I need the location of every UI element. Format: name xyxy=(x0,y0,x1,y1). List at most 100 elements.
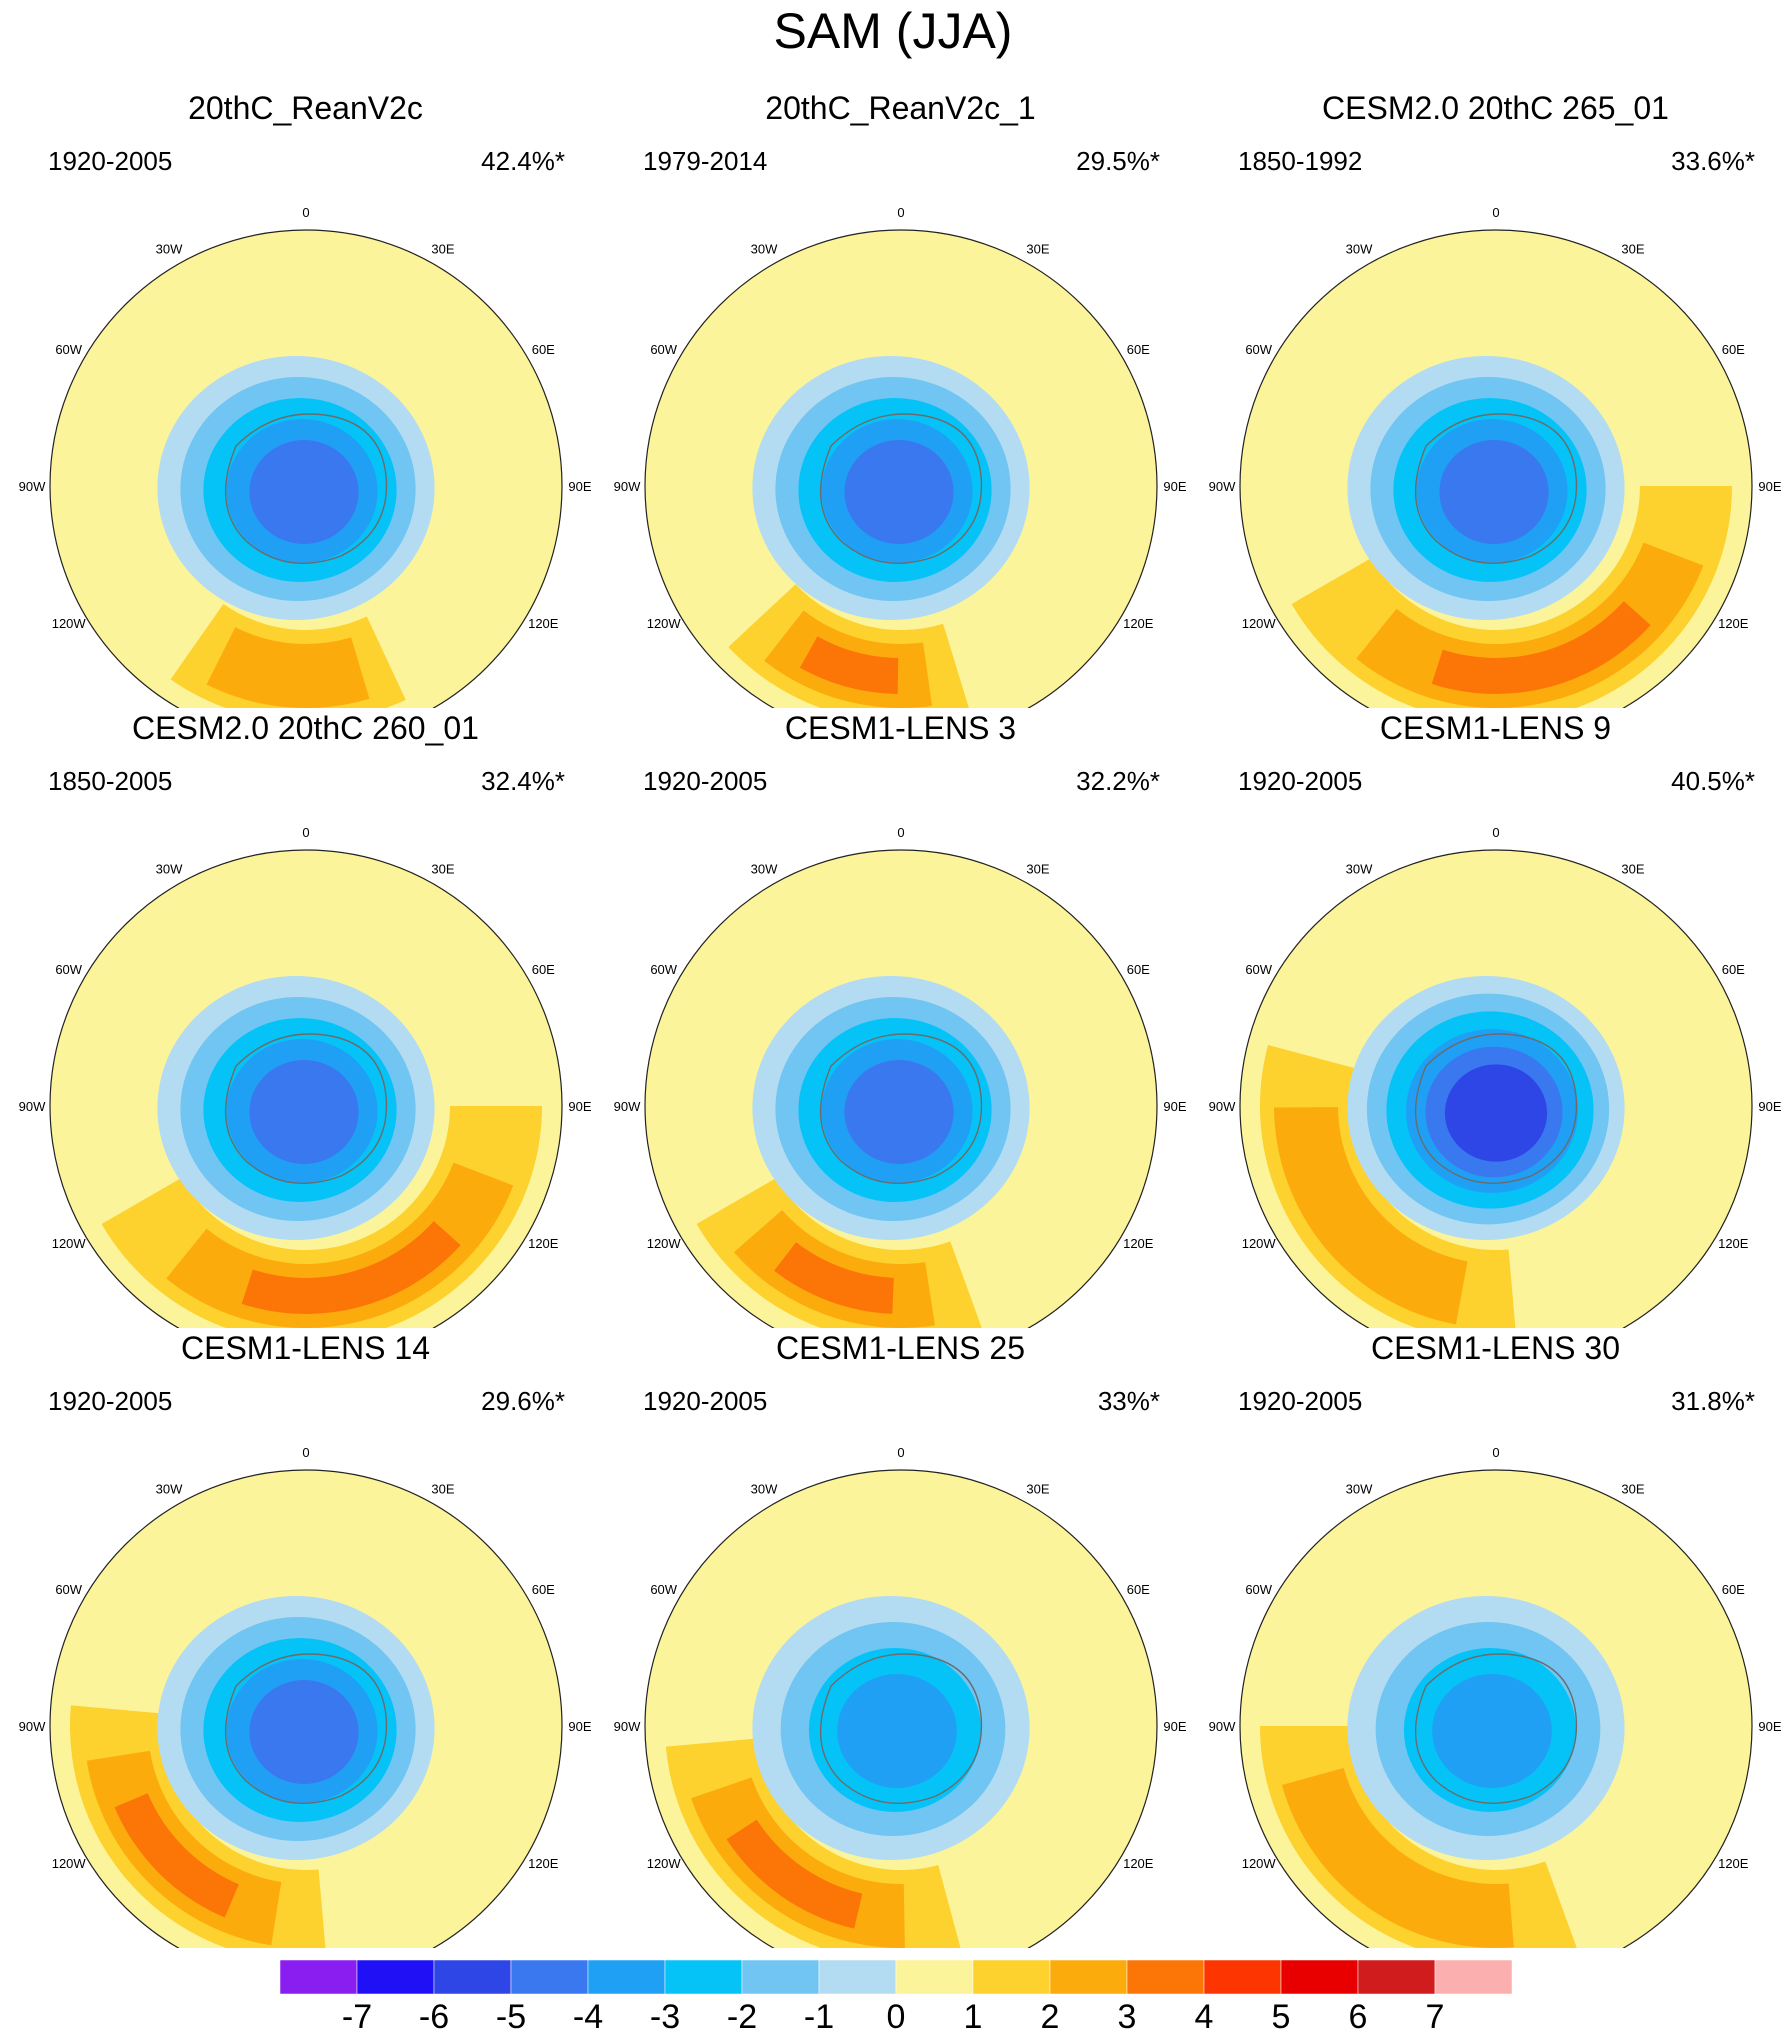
colorbar-tick-label: 4 xyxy=(1195,1998,1214,2036)
longitude-label: 60W xyxy=(650,342,677,357)
colorbar-box xyxy=(587,1959,666,1995)
map-panel: 030E60E90E120E150E180150W120W90W60W30WCE… xyxy=(8,708,603,1328)
longitude-label: 120W xyxy=(647,1856,682,1871)
panel-variance-explained: 32.4%* xyxy=(481,766,565,796)
panel-title: CESM1-LENS 9 xyxy=(1379,710,1612,746)
colorbar-tick-label: 0 xyxy=(887,1998,906,2036)
negative-anomaly-contour xyxy=(1439,440,1549,544)
map-boundary xyxy=(1239,1469,1753,1948)
polar-map: 030E60E90E120E150E180150W120W90W60W30W xyxy=(1209,825,1782,1328)
colorbar-box xyxy=(1434,1959,1513,1995)
longitude-label: 120E xyxy=(1123,616,1154,631)
longitude-label: 60W xyxy=(55,1582,82,1597)
map-boundary xyxy=(644,229,1158,708)
panel-variance-explained: 29.6%* xyxy=(481,1386,565,1416)
longitude-label: 120W xyxy=(647,616,682,631)
map-boundary xyxy=(644,849,1158,1328)
colorbar-box xyxy=(433,1959,512,1995)
longitude-label: 90W xyxy=(19,1099,46,1114)
colorbar-box xyxy=(972,1959,1051,1995)
longitude-label: 60W xyxy=(1245,1582,1272,1597)
longitude-label: 30E xyxy=(431,862,454,877)
antarctica-coastline xyxy=(1414,413,1578,564)
panel-title: 20thC_ReanV2c_1 xyxy=(765,90,1036,126)
colorbar-box xyxy=(510,1959,589,1995)
colorbar-tick-label: -2 xyxy=(727,1998,757,2036)
positive-anomaly-contour xyxy=(206,627,370,708)
longitude-label: 0 xyxy=(1492,825,1499,840)
longitude-label: 90E xyxy=(568,1099,591,1114)
longitude-label: 120W xyxy=(647,1236,682,1251)
longitude-label: 60W xyxy=(1245,962,1272,977)
panel-variance-explained: 40.5%* xyxy=(1671,766,1755,796)
panel-title: CESM2.0 20thC 260_01 xyxy=(132,710,479,746)
positive-anomaly-contour xyxy=(726,1819,863,1929)
panel-period: 1920-2005 xyxy=(48,1386,173,1416)
longitude-label: 30E xyxy=(431,242,454,257)
polar-map: 030E60E90E120E150E180150W120W90W60W30W xyxy=(614,1445,1187,1948)
polar-map: 030E60E90E120E150E180150W120W90W60W30W xyxy=(1209,205,1782,708)
longitude-label: 90E xyxy=(1758,479,1781,494)
longitude-label: 30W xyxy=(1346,862,1373,877)
antarctica-coastline xyxy=(819,413,983,564)
panel-title: CESM1-LENS 14 xyxy=(181,1330,430,1366)
map-boundary xyxy=(1239,849,1753,1328)
longitude-label: 60E xyxy=(532,962,555,977)
longitude-label: 120E xyxy=(1123,1856,1154,1871)
longitude-label: 30E xyxy=(1026,1482,1049,1497)
longitude-label: 90W xyxy=(614,1099,641,1114)
antarctica-coastline xyxy=(224,413,388,564)
colorbar-tick-label: 5 xyxy=(1272,1998,1291,2036)
panel-title: CESM1-LENS 3 xyxy=(784,710,1017,746)
negative-anomaly-contour xyxy=(249,440,359,544)
longitude-label: 30E xyxy=(1621,862,1644,877)
longitude-label: 30W xyxy=(751,1482,778,1497)
longitude-label: 90E xyxy=(568,479,591,494)
panel-period: 1920-2005 xyxy=(1238,766,1363,796)
colorbar-box xyxy=(1049,1959,1128,1995)
panel-title: CESM2.0 20thC 265_01 xyxy=(1322,90,1669,126)
longitude-label: 90E xyxy=(1758,1719,1781,1734)
longitude-label: 30E xyxy=(431,1482,454,1497)
antarctica-coastline xyxy=(819,1653,983,1804)
polar-map: 030E60E90E120E150E180150W120W90W60W30W xyxy=(1209,1445,1782,1948)
negative-anomaly-contour xyxy=(1432,1674,1552,1788)
longitude-label: 0 xyxy=(302,1445,309,1460)
longitude-label: 60E xyxy=(1127,342,1150,357)
longitude-label: 90E xyxy=(1163,1099,1186,1114)
longitude-label: 60E xyxy=(1127,962,1150,977)
longitude-label: 120W xyxy=(52,616,87,631)
longitude-label: 90W xyxy=(19,479,46,494)
longitude-label: 30E xyxy=(1026,242,1049,257)
panel-variance-explained: 33.6%* xyxy=(1671,146,1755,176)
longitude-label: 120E xyxy=(1718,616,1749,631)
colorbar-tick-label: 1 xyxy=(964,1998,983,2036)
colorbar-tick-label: -3 xyxy=(650,1998,680,2036)
longitude-label: 120W xyxy=(1242,1856,1277,1871)
longitude-label: 30E xyxy=(1026,862,1049,877)
longitude-label: 60E xyxy=(1722,962,1745,977)
antarctica-coastline xyxy=(819,1033,983,1184)
colorbar-tick-label: 7 xyxy=(1426,1998,1445,2036)
longitude-label: 30W xyxy=(156,1482,183,1497)
longitude-label: 90E xyxy=(1758,1099,1781,1114)
colorbar-box xyxy=(279,1959,358,1995)
negative-anomaly-contour xyxy=(844,1060,954,1164)
panel-period: 1850-1992 xyxy=(1238,146,1363,176)
longitude-label: 30E xyxy=(1621,1482,1644,1497)
positive-anomaly-contour xyxy=(114,1793,239,1918)
colorbar-tick-label: -5 xyxy=(496,1998,526,2036)
colorbar-box xyxy=(1357,1959,1436,1995)
longitude-label: 0 xyxy=(302,205,309,220)
polar-map: 030E60E90E120E150E180150W120W90W60W30W xyxy=(19,1445,592,1948)
map-panel: 030E60E90E120E150E180150W120W90W60W30W20… xyxy=(8,88,603,708)
longitude-label: 90E xyxy=(1163,479,1186,494)
map-panel: 030E60E90E120E150E180150W120W90W60W30WCE… xyxy=(1198,88,1786,708)
colorbar-tick-label: -4 xyxy=(573,1998,603,2036)
colorbar-tick-label: -6 xyxy=(419,1998,449,2036)
colorbar-tick-label: 6 xyxy=(1349,1998,1368,2036)
negative-anomaly-contour xyxy=(844,440,954,544)
longitude-label: 90E xyxy=(568,1719,591,1734)
colorbar-box xyxy=(741,1959,820,1995)
longitude-label: 120E xyxy=(1718,1236,1749,1251)
